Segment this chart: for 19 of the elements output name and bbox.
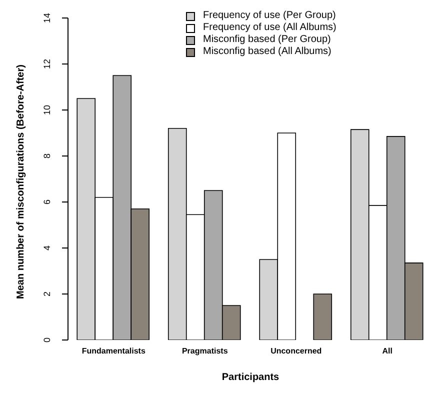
y-tick-label: 8 — [42, 153, 52, 159]
y-tick-label: 2 — [42, 291, 52, 297]
legend-label: Frequency of use (Per Group) — [203, 10, 336, 22]
y-tick-label: 12 — [42, 58, 52, 70]
y-tick-label: 10 — [42, 104, 52, 116]
legend-label: Misconfig based (All Albums) — [203, 46, 332, 58]
x-tick-label: Pragmatists — [182, 346, 228, 356]
bar — [313, 294, 332, 340]
y-tick-label: 4 — [42, 245, 52, 251]
y-tick-label: 6 — [42, 199, 52, 205]
y-tick-label: 0 — [42, 337, 52, 343]
legend-label: Misconfig based (Per Group) — [203, 34, 331, 46]
y-axis-title: Mean number of misconfigurations (Before-After) — [16, 64, 27, 299]
x-tick-label: Fundamentalists — [82, 346, 146, 356]
x-tick-label: All — [382, 346, 392, 356]
y-tick-label: 14 — [42, 12, 52, 24]
x-axis-title: Participants — [222, 372, 280, 383]
x-tick-label: Unconcerned — [270, 346, 322, 356]
legend-label: Frequency of use (All Albums) — [203, 22, 336, 34]
